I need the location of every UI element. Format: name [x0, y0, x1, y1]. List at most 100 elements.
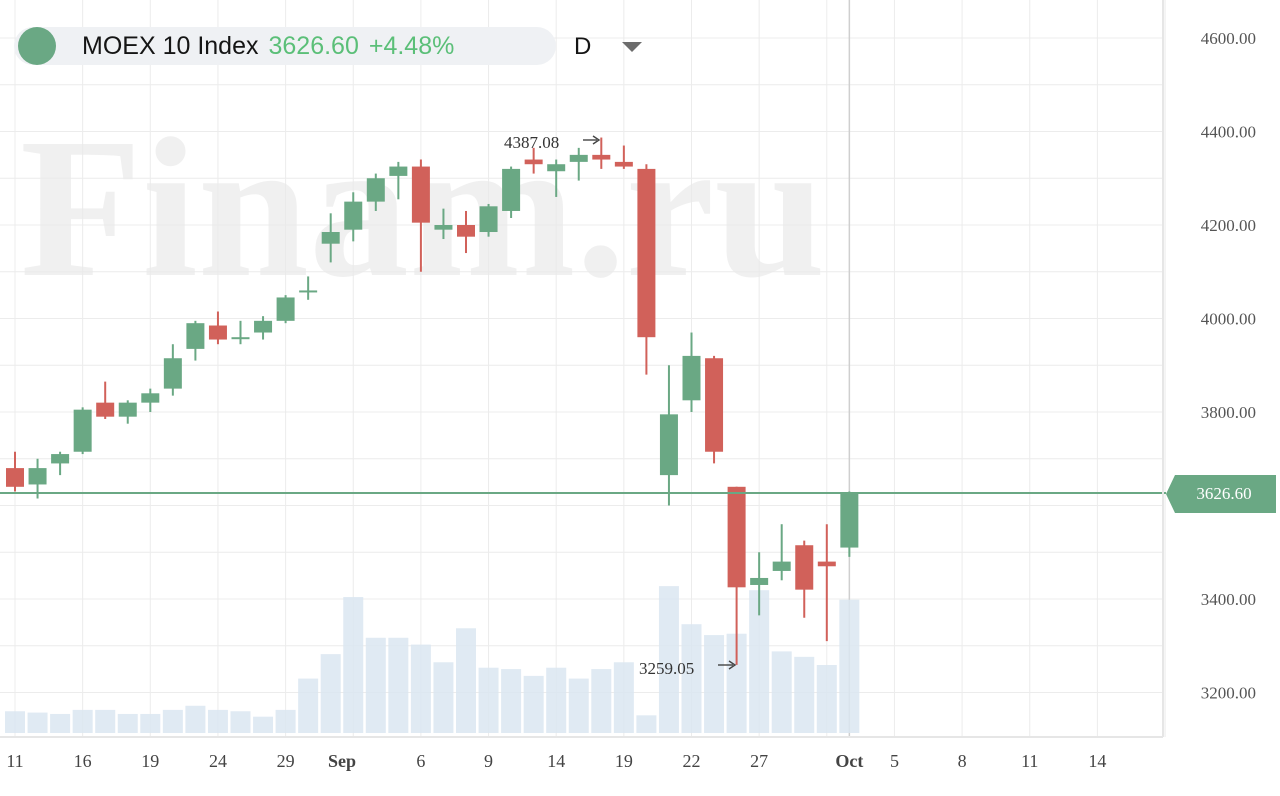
candle-body — [6, 468, 24, 487]
y-tick-label: 3800.00 — [1201, 403, 1256, 422]
y-tick-label: 4200.00 — [1201, 216, 1256, 235]
candle-body — [208, 325, 227, 340]
candle — [276, 295, 295, 324]
candle — [592, 137, 611, 169]
candle-body — [795, 545, 814, 590]
candle-body — [231, 337, 250, 340]
candle — [208, 311, 227, 345]
candle — [659, 365, 678, 506]
candle-body — [186, 323, 205, 349]
candle-body — [344, 201, 363, 230]
volume-bar — [140, 713, 161, 733]
candle — [163, 344, 182, 396]
volume-bar — [658, 586, 679, 733]
x-tick-label: 24 — [209, 751, 227, 771]
candle-body — [479, 206, 498, 233]
y-tick-label: 3200.00 — [1201, 684, 1256, 703]
candle-body — [524, 159, 543, 165]
candle-body — [163, 358, 182, 389]
candle — [6, 451, 24, 492]
x-tick-label: 14 — [547, 751, 565, 771]
volume-bar — [27, 712, 48, 733]
candle — [51, 451, 70, 476]
candle — [795, 540, 814, 618]
instrument-header[interactable]: MOEX 10 Index 3626.60 +4.48% — [14, 27, 556, 65]
candle — [73, 407, 92, 455]
candle-body — [614, 161, 633, 167]
x-tick-label: 29 — [277, 751, 295, 771]
volume-bar — [794, 656, 815, 733]
instrument-price: 3626.60 — [268, 31, 359, 60]
low-annotation: 3259.05 — [639, 659, 737, 678]
x-tick-label: 19 — [141, 751, 159, 771]
candle-body — [772, 561, 791, 571]
volume-bar — [50, 713, 71, 733]
candle-body — [411, 166, 430, 223]
candle-body — [254, 320, 273, 333]
volume-bar — [185, 705, 206, 733]
volume-bar — [771, 651, 792, 733]
candle-body — [682, 355, 701, 401]
candles — [6, 137, 859, 665]
y-tick-label: 4600.00 — [1201, 29, 1256, 48]
candle-body — [434, 225, 453, 230]
candle — [231, 320, 250, 345]
candle-body — [750, 577, 769, 585]
instrument-color-dot — [18, 27, 56, 65]
candle — [772, 524, 791, 581]
x-tick-label: 19 — [615, 751, 633, 771]
volume-bar — [162, 709, 183, 733]
candle-body — [51, 454, 70, 464]
volume-bar — [72, 709, 93, 733]
x-tick-label: 16 — [74, 751, 92, 771]
volume-bar — [681, 624, 702, 733]
candle — [840, 491, 859, 557]
candle-body — [299, 290, 318, 293]
candle — [682, 332, 701, 412]
candle-body — [502, 168, 521, 211]
candle — [366, 173, 385, 211]
x-tick-label: 9 — [484, 751, 493, 771]
candle — [727, 486, 746, 665]
x-tick-label: 14 — [1088, 751, 1106, 771]
candle — [299, 276, 318, 300]
candle-body — [321, 232, 340, 244]
volume-bar — [839, 599, 860, 733]
volume-bar — [591, 669, 612, 733]
candle — [750, 552, 769, 616]
instrument-title: MOEX 10 Index — [82, 31, 259, 60]
candle — [479, 203, 498, 237]
candle-body — [457, 225, 475, 237]
candle — [524, 147, 543, 174]
candle — [502, 166, 521, 218]
chevron-down-icon[interactable] — [622, 42, 642, 52]
candle — [547, 159, 566, 197]
interval-selector[interactable]: D — [574, 33, 592, 60]
candle — [118, 400, 137, 424]
x-tick-label: 27 — [750, 751, 768, 771]
candle — [321, 213, 340, 263]
last-price-tag: 3626.60 — [1166, 475, 1276, 513]
volume-bar — [613, 662, 634, 733]
candle-body — [705, 358, 724, 452]
high-annotation: 4387.08 — [504, 133, 601, 152]
volume-bar — [388, 637, 409, 733]
candle — [569, 147, 588, 181]
candle — [389, 161, 408, 200]
volume-bar — [636, 715, 657, 733]
volume-bar — [343, 597, 364, 733]
candle-body — [389, 166, 408, 176]
candle-body — [727, 486, 746, 588]
x-tick-label: 6 — [416, 751, 425, 771]
candle-body — [659, 414, 678, 476]
grid — [0, 0, 1166, 737]
volume-bar — [320, 654, 341, 733]
candle-body — [141, 393, 160, 403]
volume-bar — [275, 709, 296, 733]
volume-bar — [568, 678, 589, 733]
high-annotation-label: 4387.08 — [504, 133, 559, 152]
candle-body — [592, 154, 611, 160]
volume-bar — [523, 675, 544, 733]
candle — [637, 164, 656, 375]
